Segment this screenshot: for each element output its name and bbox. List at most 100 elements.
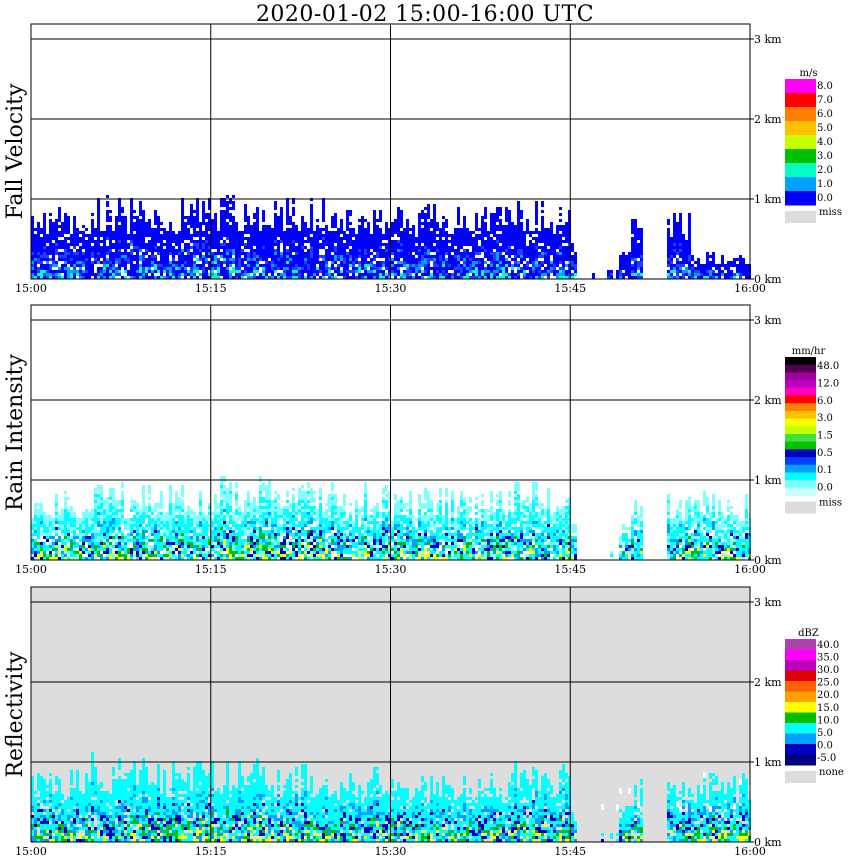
- heatmap-cell: [91, 252, 94, 255]
- heatmap-cell: [373, 270, 376, 273]
- heatmap-cell: [82, 231, 85, 234]
- heatmap-cell: [223, 521, 226, 524]
- heatmap-cell: [268, 237, 271, 240]
- heatmap-cell: [241, 521, 244, 524]
- heatmap-cell: [61, 240, 64, 243]
- heatmap-cell: [166, 267, 169, 270]
- heatmap-cell: [118, 267, 121, 270]
- heatmap-cell: [298, 252, 301, 255]
- heatmap-cell: [466, 264, 469, 267]
- heatmap-cell: [211, 222, 214, 225]
- heatmap-cell: [454, 273, 457, 276]
- heatmap-cell: [121, 521, 124, 524]
- heatmap-cell: [121, 225, 124, 228]
- heatmap-cell: [484, 255, 487, 258]
- heatmap-cell: [253, 551, 256, 554]
- heatmap-cell: [232, 270, 235, 273]
- heatmap-cell: [433, 267, 436, 270]
- heatmap-cell: [256, 267, 259, 270]
- heatmap-cell: [172, 246, 175, 249]
- heatmap-cell: [64, 243, 67, 246]
- heatmap-cell: [121, 494, 124, 497]
- heatmap-cell: [379, 249, 382, 252]
- heatmap-cell: [310, 261, 313, 264]
- legend-label: 7.0: [817, 95, 833, 106]
- heatmap-cell: [166, 246, 169, 249]
- heatmap-cell: [229, 533, 232, 536]
- heatmap-cell: [286, 231, 289, 234]
- heatmap-cell: [37, 240, 40, 243]
- heatmap-cell: [370, 276, 373, 279]
- heatmap-cell: [418, 225, 421, 228]
- heatmap-cell: [337, 252, 340, 255]
- heatmap-cell: [685, 270, 688, 273]
- heatmap-cell: [412, 270, 415, 273]
- heatmap-cell: [106, 249, 109, 252]
- heatmap-cell: [31, 557, 34, 560]
- heatmap-cell: [106, 246, 109, 249]
- heatmap-cell: [373, 240, 376, 243]
- heatmap-cell: [160, 270, 163, 273]
- heatmap-cell: [64, 539, 67, 542]
- heatmap-cell: [184, 258, 187, 261]
- heatmap-cell: [250, 240, 253, 243]
- heatmap-cell: [121, 246, 124, 249]
- heatmap-cell: [142, 240, 145, 243]
- heatmap-cell: [241, 515, 244, 518]
- heatmap-cell: [172, 264, 175, 267]
- heatmap-cell: [103, 267, 106, 270]
- heatmap-cell: [637, 243, 640, 246]
- heatmap-cell: [295, 228, 298, 231]
- heatmap-cell: [121, 491, 124, 494]
- heatmap-cell: [295, 276, 298, 279]
- heatmap-cell: [490, 270, 493, 273]
- heatmap-cell: [709, 267, 712, 270]
- heatmap-cell: [85, 536, 88, 539]
- heatmap-cell: [175, 270, 178, 273]
- heatmap-cell: [274, 225, 277, 228]
- heatmap-cell: [628, 273, 631, 276]
- heatmap-cell: [667, 273, 670, 276]
- heatmap-cell: [331, 261, 334, 264]
- heatmap-cell: [148, 258, 151, 261]
- heatmap-cell: [508, 264, 511, 267]
- heatmap-cell: [640, 243, 643, 246]
- heatmap-cell: [130, 518, 133, 521]
- heatmap-cell: [244, 228, 247, 231]
- heatmap-cell: [199, 234, 202, 237]
- heatmap-cell: [157, 234, 160, 237]
- heatmap-cell: [70, 542, 73, 545]
- heatmap-cell: [523, 234, 526, 237]
- heatmap-cell: [169, 252, 172, 255]
- heatmap-cell: [364, 240, 367, 243]
- heatmap-cell: [67, 548, 70, 551]
- heatmap-cell: [58, 545, 61, 548]
- heatmap-cell: [136, 264, 139, 267]
- heatmap-cell: [535, 219, 538, 222]
- heatmap-cell: [199, 255, 202, 258]
- heatmap-cell: [145, 267, 148, 270]
- heatmap-cell: [478, 273, 481, 276]
- heatmap-cell: [448, 267, 451, 270]
- heatmap-cell: [418, 228, 421, 231]
- heatmap-cell: [142, 509, 145, 512]
- heatmap-cell: [229, 255, 232, 258]
- heatmap-cell: [31, 554, 34, 557]
- heatmap-cell: [67, 237, 70, 240]
- heatmap-cell: [355, 267, 358, 270]
- heatmap-cell: [553, 237, 556, 240]
- heatmap-cell: [238, 243, 241, 246]
- heatmap-cell: [121, 497, 124, 500]
- heatmap-cell: [187, 521, 190, 524]
- heatmap-cell: [64, 273, 67, 276]
- heatmap-cell: [154, 527, 157, 530]
- heatmap-cell: [178, 551, 181, 554]
- heatmap-cell: [673, 231, 676, 234]
- heatmap-cell: [400, 222, 403, 225]
- heatmap-cell: [61, 228, 64, 231]
- heatmap-cell: [127, 252, 130, 255]
- heatmap-cell: [145, 261, 148, 264]
- heatmap-cell: [139, 222, 142, 225]
- heatmap-cell: [397, 264, 400, 267]
- heatmap-cell: [379, 216, 382, 219]
